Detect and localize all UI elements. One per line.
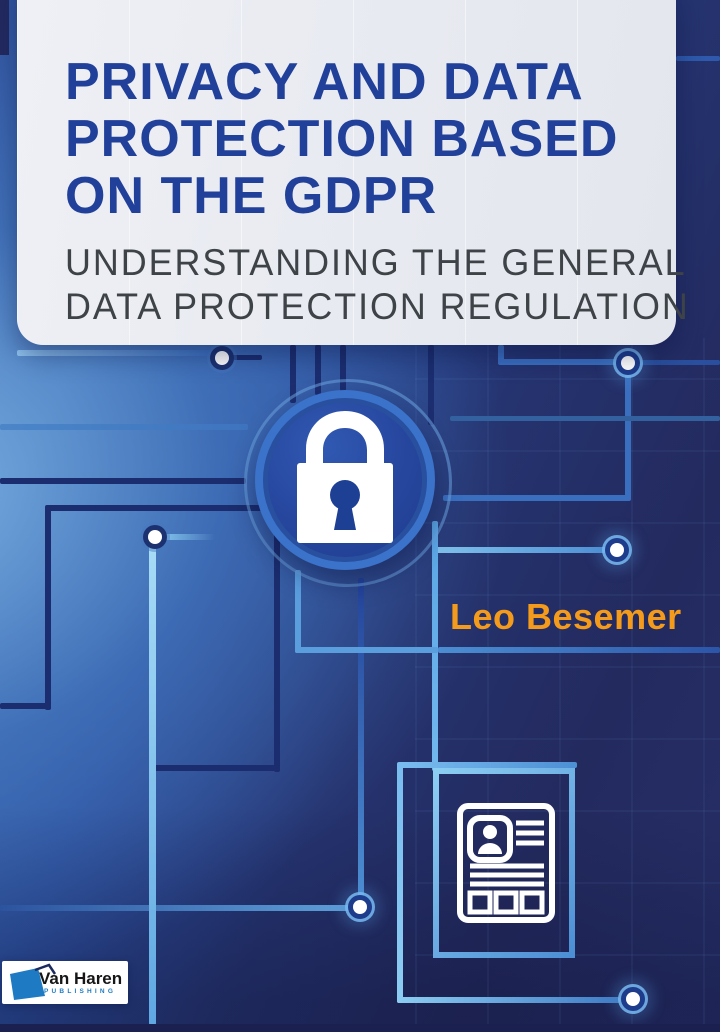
subtitle-line-1: UNDERSTANDING THE GENERAL (65, 242, 687, 283)
publisher-name: Van Haren (39, 969, 123, 988)
circuit-trace (498, 359, 624, 365)
circuit-trace (676, 56, 720, 61)
circuit-trace (438, 647, 720, 653)
bottom-band (0, 1024, 720, 1032)
circuit-node (621, 356, 635, 370)
publisher-book-icon (10, 963, 57, 1000)
padlock-outer-ring (244, 379, 452, 587)
circuit-trace (295, 647, 438, 653)
circuit-node (353, 900, 367, 914)
circuit-trace (400, 762, 577, 768)
padlock-icon (297, 411, 393, 543)
circuit-trace (295, 570, 301, 653)
circuit-trace (397, 762, 403, 1003)
circuit-trace (149, 545, 156, 1025)
circuit-trace (432, 521, 438, 771)
title-line-1: PRIVACY AND DATA (65, 53, 584, 111)
book-subtitle: UNDERSTANDING THE GENERAL DATA PROTECTIO… (65, 241, 690, 329)
title-panel: PRIVACY AND DATA PROTECTION BASED ON THE… (17, 0, 690, 345)
background-tile (0, 0, 9, 55)
title-line-2: PROTECTION BASED (65, 110, 619, 168)
circuit-trace (0, 703, 51, 709)
circuit-trace (17, 350, 217, 356)
circuit-trace (315, 345, 321, 395)
circuit-trace (0, 478, 246, 484)
title-line-3: ON THE GDPR (65, 167, 438, 225)
circuit-trace (443, 495, 631, 501)
circuit-trace (290, 345, 296, 403)
id-card-icon (457, 803, 555, 923)
circuit-trace (397, 997, 620, 1003)
circuit-trace (340, 345, 346, 391)
circuit-node (148, 530, 162, 544)
circuit-trace (152, 765, 280, 771)
circuit-trace (450, 416, 720, 421)
id-card-frame (433, 768, 575, 958)
circuit-trace (428, 345, 434, 425)
circuit-node (215, 351, 229, 365)
circuit-trace (163, 534, 215, 540)
circuit-trace (48, 505, 277, 511)
circuit-trace (625, 370, 631, 498)
publisher-tagline: PUBLISHING (44, 988, 117, 995)
circuit-trace (358, 578, 364, 902)
circuit-trace (232, 355, 262, 360)
circuit-trace (498, 345, 504, 362)
author-name: Leo Besemer (450, 596, 682, 637)
book-title: PRIVACY AND DATA PROTECTION BASED ON THE… (65, 54, 676, 225)
circuit-trace (0, 424, 248, 430)
circuit-trace (0, 905, 356, 911)
circuit-trace (45, 505, 51, 710)
circuit-trace (637, 360, 720, 365)
circuit-node (610, 543, 624, 557)
circuit-trace (274, 505, 280, 772)
subtitle-line-2: DATA PROTECTION REGULATION (65, 286, 690, 327)
publisher-logo: Van Haren PUBLISHING (2, 961, 128, 1004)
circuit-trace (435, 547, 610, 553)
circuit-node (626, 992, 640, 1006)
